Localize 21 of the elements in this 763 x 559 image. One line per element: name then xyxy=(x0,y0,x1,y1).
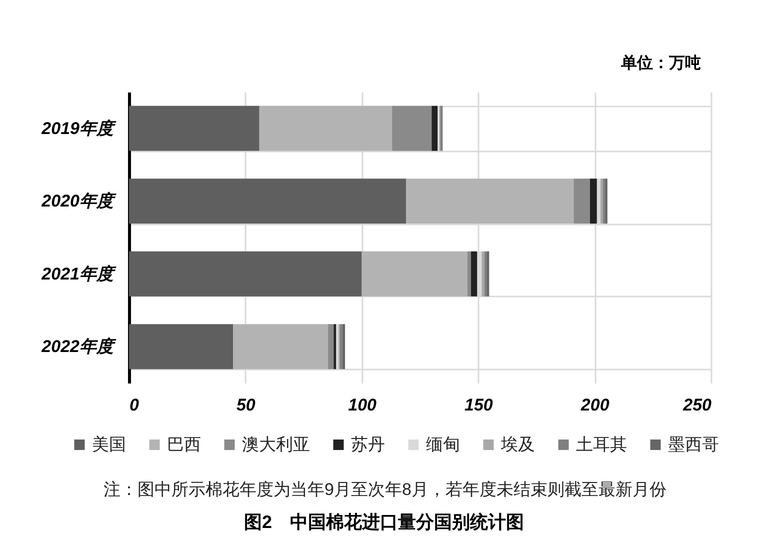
x-tick-label: 200 xyxy=(580,396,610,414)
x-tick-label: 150 xyxy=(464,396,494,414)
y-tick-label: 2019年度 xyxy=(40,118,116,138)
legend-label: 墨西哥 xyxy=(668,434,719,454)
legend-label: 缅甸 xyxy=(426,434,460,454)
text: 图2 中国棉花进口量分国别统计图 xyxy=(244,512,524,532)
x-tick-label: 0 xyxy=(130,396,140,414)
legend-label: 埃及 xyxy=(500,434,535,454)
text: 注：图中所示棉花年度为当年9月至次年8月，若年度未结束则截至最新月份 xyxy=(104,480,666,499)
legend-label: 巴西 xyxy=(167,434,201,454)
y-tick-label: 2020年度 xyxy=(40,192,116,211)
legend-label: 澳大利亚 xyxy=(242,434,310,454)
x-tick-label: 50 xyxy=(236,396,256,414)
text: 单位：万吨 xyxy=(620,54,701,72)
legend-label: 土耳其 xyxy=(576,434,627,454)
legend-label: 美国 xyxy=(92,434,126,454)
legend-label: 苏丹 xyxy=(351,434,385,454)
y-tick-label: 2022年度 xyxy=(40,337,116,356)
x-tick-label: 250 xyxy=(682,396,712,414)
x-tick-label: 100 xyxy=(348,396,378,414)
y-tick-label: 2021年度 xyxy=(40,264,116,284)
